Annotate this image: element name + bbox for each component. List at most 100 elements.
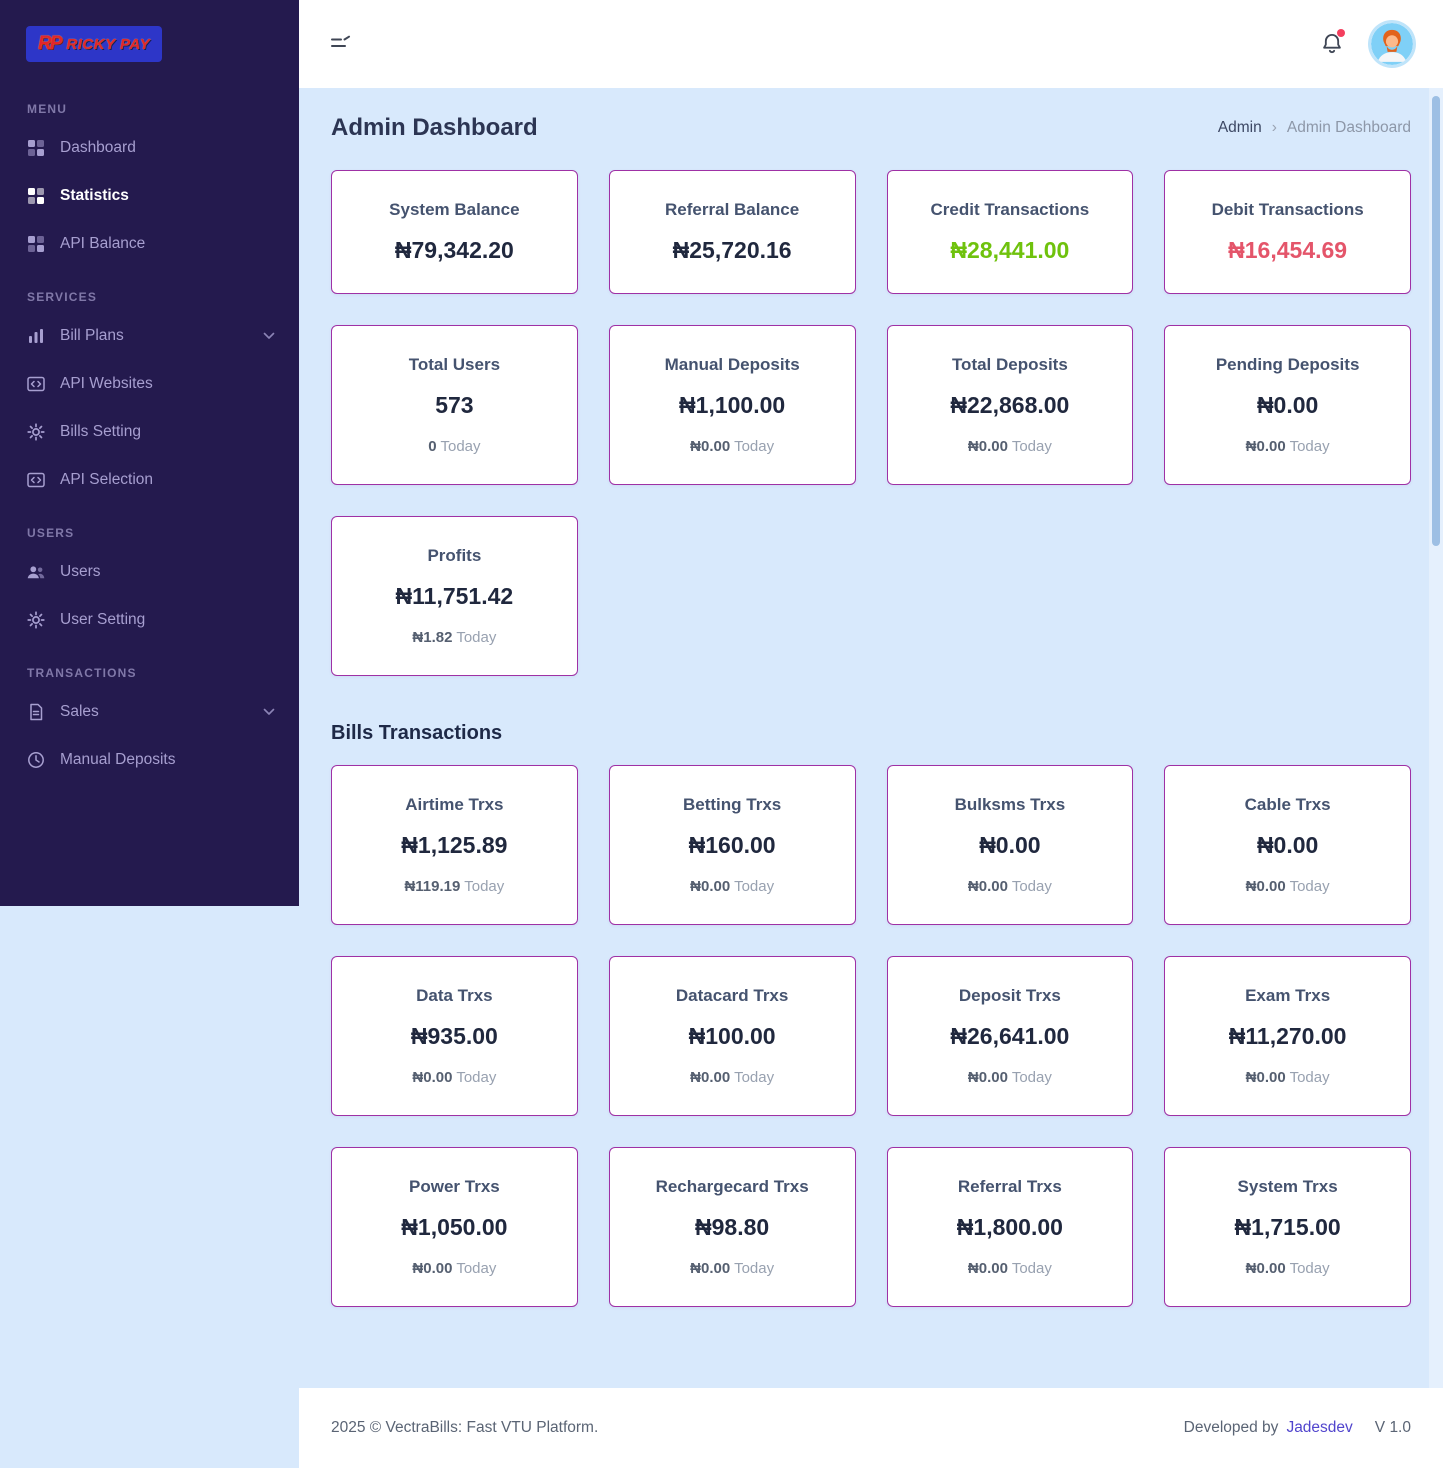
topbar [299, 0, 1443, 88]
sidebar-item-bills-setting[interactable]: Bills Setting [0, 408, 299, 456]
sidebar-item-label: Statistics [60, 187, 129, 204]
card-today: ₦0.00 Today [1177, 878, 1398, 895]
menu-toggle-button[interactable] [329, 29, 363, 59]
brand-logo-icon: RP [38, 33, 62, 54]
sidebar-item-label: API Selection [60, 471, 154, 488]
card-value: ₦0.00 [979, 832, 1041, 858]
topbar-actions [1317, 23, 1413, 65]
stat-card-manual-deposits: Manual Deposits ₦1,100.00 ₦0.00 Today [608, 325, 856, 485]
bill-card-datacard-trxs: Datacard Trxs ₦100.00 ₦0.00 Today [608, 956, 856, 1116]
card-title: Credit Transactions [930, 200, 1090, 219]
card-today-amount: ₦0.00 [412, 1260, 453, 1277]
card-today-label: Today [456, 1260, 497, 1277]
card-today-amount: ₦0.00 [690, 878, 731, 895]
brand-logo-box[interactable]: RP Ricky Pay [26, 26, 163, 62]
card-title: Total Deposits [951, 355, 1068, 374]
stat-card-debit-transactions: Debit Transactions ₦16,454.69 [1164, 170, 1411, 294]
card-today-amount: ₦0.00 [967, 438, 1008, 455]
grid-icon [27, 235, 45, 253]
card-today-amount: ₦1.82 [412, 629, 453, 646]
card-value: ₦0.00 [1256, 392, 1319, 418]
card-today: ₦0.00 Today [1177, 1069, 1398, 1086]
gear-icon [27, 423, 45, 441]
card-title: Airtime Trxs [405, 795, 504, 814]
card-title: Deposit Trxs [958, 986, 1061, 1005]
card-value: ₦1,100.00 [679, 392, 786, 418]
card-today-amount: ₦0.00 [967, 878, 1008, 895]
card-today: ₦0.00 Today [622, 438, 843, 455]
card-today-amount: ₦0.00 [412, 1069, 453, 1086]
sidebar-item-sales[interactable]: Sales [0, 688, 299, 736]
stat-card-total-deposits: Total Deposits ₦22,868.00 ₦0.00 Today [886, 325, 1134, 485]
card-today: ₦0.00 Today [622, 878, 843, 895]
card-today: ₦0.00 Today [900, 438, 1121, 455]
card-value: ₦16,454.69 [1228, 237, 1348, 263]
sidebar-item-statistics[interactable]: Statistics [0, 172, 299, 220]
sidebar-item-users[interactable]: Users [0, 548, 299, 596]
stat-card-pending-deposits: Pending Deposits ₦0.00 ₦0.00 Today [1164, 325, 1411, 485]
sidebar: RP Ricky Pay MENU Dashboard Statistics API … [0, 0, 299, 906]
bill-card-rechargecard-trxs: Rechargecard Trxs ₦98.80 ₦0.00 Today [608, 1147, 856, 1307]
card-today-amount: ₦0.00 [690, 1260, 731, 1277]
scrollbar-thumb[interactable] [1432, 96, 1440, 546]
bell-icon [1319, 33, 1345, 59]
chevron-down-icon [263, 332, 275, 340]
bill-card-data-trxs: Data Trxs ₦935.00 ₦0.00 Today [331, 956, 578, 1116]
stat-card-system-balance: System Balance ₦79,342.20 [331, 170, 578, 294]
sidebar-item-dashboard[interactable]: Dashboard [0, 124, 299, 172]
code-icon [27, 471, 45, 489]
breadcrumb: Admin › Admin Dashboard [1218, 119, 1411, 137]
notifications-button[interactable] [1317, 29, 1347, 59]
sidebar-section-label-users: USERS [27, 526, 75, 540]
user-avatar[interactable] [1371, 23, 1413, 65]
card-title: Datacard Trxs [675, 986, 789, 1005]
card-title: Power Trxs [409, 1177, 500, 1196]
gear-icon [27, 611, 45, 629]
card-value: ₦22,868.00 [950, 392, 1070, 418]
card-title: Referral Balance [665, 200, 800, 219]
card-today: ₦1.82 Today [344, 629, 565, 646]
card-today: ₦0.00 Today [900, 878, 1121, 895]
breadcrumb-admin[interactable]: Admin [1217, 119, 1262, 136]
sidebar-item-bill-plans[interactable]: Bill Plans [0, 312, 299, 360]
card-value: ₦1,715.00 [1234, 1214, 1341, 1240]
card-title: Referral Trxs [957, 1177, 1062, 1196]
card-value: ₦935.00 [410, 1023, 498, 1049]
sidebar-item-manual-deposits[interactable]: Manual Deposits [0, 736, 299, 784]
card-today-label: Today [1289, 438, 1330, 455]
card-value: ₦1,125.89 [401, 832, 508, 858]
card-title: System Trxs [1237, 1177, 1338, 1196]
card-value: ₦11,751.42 [395, 583, 514, 609]
card-today: ₦0.00 Today [344, 1260, 565, 1277]
card-today: ₦119.19 Today [344, 878, 565, 895]
sidebar-item-api-websites[interactable]: API Websites [0, 360, 299, 408]
card-value: ₦98.80 [695, 1214, 770, 1240]
sidebar-item-label: Sales [60, 703, 99, 720]
card-today: 0 Today [344, 438, 565, 455]
sidebar-item-user-setting[interactable]: User Setting [0, 596, 299, 644]
sidebar-section-label-menu: MENU [27, 102, 68, 116]
card-value: ₦11,270.00 [1228, 1023, 1347, 1049]
card-value: ₦25,720.16 [672, 237, 792, 263]
card-title: Profits [427, 546, 482, 565]
brand-logo[interactable]: RP Ricky Pay [0, 0, 299, 80]
sidebar-item-label: Users [60, 563, 101, 580]
card-value: ₦160.00 [688, 832, 776, 858]
bills-section-heading: Bills Transactions [331, 722, 503, 744]
sidebar-item-api-selection[interactable]: API Selection [0, 456, 299, 504]
card-today: ₦0.00 Today [622, 1069, 843, 1086]
card-today-amount: ₦119.19 [404, 878, 461, 895]
footer-credits: Developed by Jadesdev V 1.0 [1184, 1419, 1411, 1437]
sidebar-item-api-balance[interactable]: API Balance [0, 220, 299, 268]
developer-link[interactable]: Jadesdev [1286, 1419, 1353, 1436]
bills-card-grid: Airtime Trxs ₦1,125.89 ₦119.19 Today Bettin… [331, 765, 1411, 1307]
notification-dot [1337, 29, 1345, 37]
card-today-label: Today [1289, 1260, 1330, 1277]
page-title: Admin Dashboard [331, 114, 538, 141]
card-today-label: Today [734, 1069, 775, 1086]
sidebar-item-label: API Balance [60, 235, 146, 252]
sidebar-nav: MENU Dashboard Statistics API Balance SERVIC… [0, 102, 299, 784]
sidebar-item-label: User Setting [60, 611, 146, 628]
card-today-amount: ₦0.00 [1245, 1069, 1286, 1086]
sidebar-item-label: Manual Deposits [60, 751, 176, 768]
